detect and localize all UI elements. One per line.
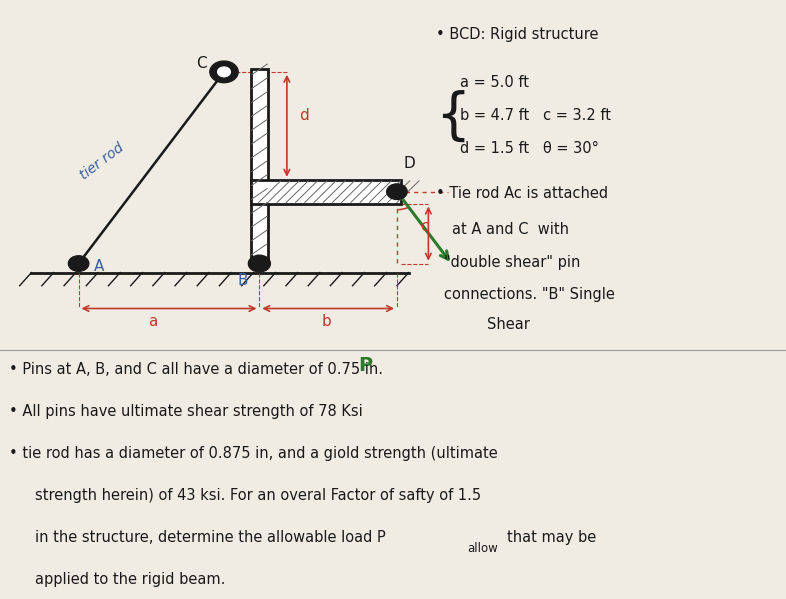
Circle shape: [387, 184, 407, 199]
Text: applied to the rigid beam.: applied to the rigid beam.: [35, 572, 226, 587]
Text: • All pins have ultimate shear strength of 78 Ksi: • All pins have ultimate shear strength …: [9, 404, 363, 419]
Text: strength herein) of 43 ksi. For an overal Factor of safty of 1.5: strength herein) of 43 ksi. For an overa…: [35, 488, 482, 503]
Text: θ: θ: [397, 185, 406, 199]
Text: d = 1.5 ft   θ = 30°: d = 1.5 ft θ = 30°: [460, 141, 599, 156]
Circle shape: [248, 255, 270, 272]
Text: b = 4.7 ft   c = 3.2 ft: b = 4.7 ft c = 3.2 ft: [460, 108, 611, 123]
Text: tier rod: tier rod: [78, 141, 127, 183]
Text: at A and C  with: at A and C with: [452, 222, 569, 237]
Text: in the structure, determine the allowable load P: in the structure, determine the allowabl…: [35, 530, 386, 545]
Text: {: {: [435, 90, 470, 144]
Polygon shape: [251, 69, 268, 264]
Text: b: b: [321, 314, 331, 329]
Text: • BCD: Rigid structure: • BCD: Rigid structure: [436, 27, 599, 42]
Text: c: c: [421, 219, 429, 234]
Text: allow: allow: [468, 542, 498, 555]
Circle shape: [68, 256, 89, 271]
Text: "double shear" pin: "double shear" pin: [444, 255, 581, 270]
Text: P: P: [358, 356, 373, 376]
Text: A: A: [94, 259, 105, 274]
Text: a = 5.0 ft: a = 5.0 ft: [460, 75, 529, 90]
Text: B: B: [237, 273, 248, 288]
Text: • Tie rod Ac is attached: • Tie rod Ac is attached: [436, 186, 608, 201]
Text: • Pins at A, B, and C all have a diameter of 0.75 in.: • Pins at A, B, and C all have a diamete…: [9, 362, 384, 377]
Text: a: a: [149, 314, 158, 329]
Text: connections. "B" Single: connections. "B" Single: [444, 288, 615, 302]
Text: C: C: [196, 56, 207, 71]
Circle shape: [210, 61, 238, 83]
Text: d: d: [299, 108, 308, 123]
Circle shape: [218, 67, 230, 77]
Text: D: D: [403, 156, 415, 171]
Text: that may be: that may be: [507, 530, 597, 545]
Text: Shear: Shear: [487, 317, 531, 332]
Polygon shape: [251, 180, 401, 204]
Text: • tie rod has a diameter of 0.875 in, and a giold strength (ultimate: • tie rod has a diameter of 0.875 in, an…: [9, 446, 498, 461]
